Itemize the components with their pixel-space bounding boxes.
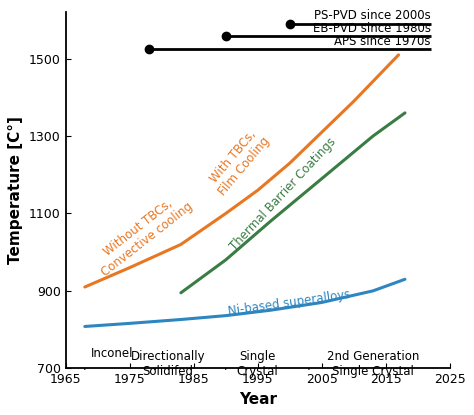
Text: Ni-based superalloys: Ni-based superalloys	[228, 288, 352, 318]
Text: PS-PVD since 2000s: PS-PVD since 2000s	[314, 10, 430, 22]
Text: Inconel: Inconel	[91, 347, 134, 360]
Text: With TBCs,
Film Cooling: With TBCs, Film Cooling	[205, 124, 273, 198]
Text: Thermal Barrier Coatings: Thermal Barrier Coatings	[228, 135, 339, 253]
Text: APS since 1970s: APS since 1970s	[334, 35, 430, 48]
Text: Directionally
Solidifed: Directionally Solidifed	[131, 350, 205, 378]
Text: 2nd Generation
Single Crystal: 2nd Generation Single Crystal	[327, 350, 419, 378]
Text: EB-PVD since 1980s: EB-PVD since 1980s	[312, 22, 430, 35]
X-axis label: Year: Year	[239, 392, 277, 407]
Text: Single
Crystal: Single Crystal	[237, 350, 279, 378]
Y-axis label: Temperature [C°]: Temperature [C°]	[9, 116, 23, 264]
Text: Without TBCs,
Convective cooling: Without TBCs, Convective cooling	[90, 188, 195, 279]
